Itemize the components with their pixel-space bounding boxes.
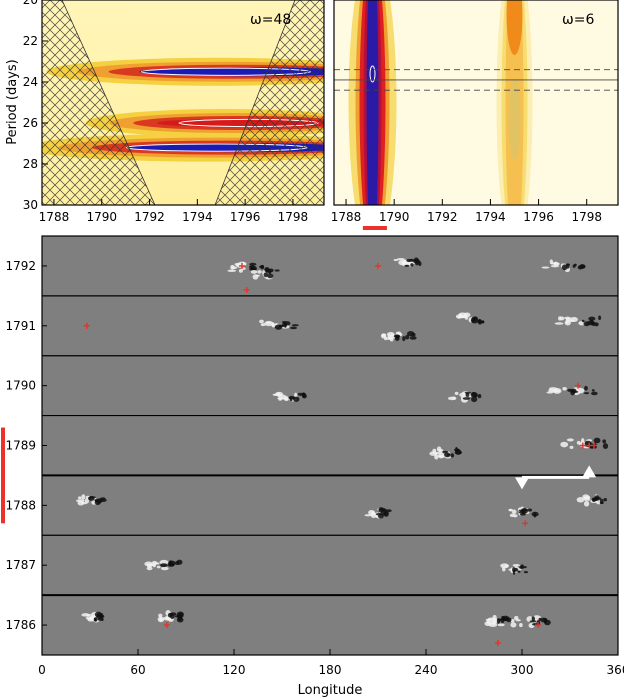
lon-tick-label: 360 <box>607 663 624 677</box>
active-region <box>380 331 417 342</box>
active-regions <box>75 257 609 629</box>
year-label: 1791 <box>5 319 36 333</box>
x-tick-label: 1792 <box>134 210 165 224</box>
active-region <box>272 391 307 402</box>
year-label: 1786 <box>5 618 36 632</box>
active-region <box>81 611 105 623</box>
red-marker <box>522 520 529 527</box>
y-tick-label: 22 <box>23 34 38 48</box>
active-region <box>546 385 598 396</box>
longitude-axis: 0 60 120 180 240 300 360 <box>38 649 624 677</box>
power-column <box>496 0 533 205</box>
year-labels: 1792 1791 1790 1789 1788 1787 1786 <box>5 259 47 632</box>
magnetogram-background <box>42 236 618 655</box>
y-tick-label: 20 <box>23 0 38 7</box>
y-tick-label: 26 <box>23 116 38 130</box>
x-tick-label: 1798 <box>278 210 309 224</box>
year-label: 1790 <box>5 379 36 393</box>
x-axis-title: Longitude <box>298 683 363 698</box>
active-region <box>75 494 107 506</box>
active-region <box>157 609 184 623</box>
right-omega-label: ω=6 <box>562 12 594 28</box>
red-marker <box>243 286 250 293</box>
lon-tick-label: 60 <box>130 663 145 677</box>
left-highlight-bar <box>1 427 5 524</box>
red-marker <box>535 622 541 629</box>
magnetogram-panel: 1792 1791 1790 1789 1788 1787 1786 0 60 120 180 24… <box>1 235 624 698</box>
left-panel-frame <box>41 0 325 206</box>
x-tick-label: 1788 <box>39 210 70 224</box>
lon-tick-label: 240 <box>415 663 438 677</box>
active-region <box>429 446 463 460</box>
x-tick-label: 1790 <box>379 210 410 224</box>
cone-of-influence <box>42 0 324 205</box>
y-tick-label: 24 <box>23 75 38 89</box>
right-highlight-bar <box>362 226 387 230</box>
active-region <box>510 615 551 629</box>
year-label: 1787 <box>5 558 36 572</box>
red-marker <box>83 322 90 329</box>
year-label: 1792 <box>5 259 36 273</box>
y-tick-label: 28 <box>23 157 38 171</box>
arrow-head-down <box>515 477 529 490</box>
left-omega-label: ω=48 <box>250 12 291 28</box>
arrow-head-up <box>582 465 597 478</box>
y-tick-label: 30 <box>23 198 38 212</box>
active-region <box>576 494 607 507</box>
active-region <box>250 266 280 280</box>
active-region <box>455 312 485 325</box>
right-panel-frame <box>333 0 619 206</box>
x-tick-label: 1792 <box>427 210 458 224</box>
year-label: 1788 <box>5 498 36 512</box>
active-region <box>500 563 529 575</box>
active-region <box>508 506 539 518</box>
red-marker <box>375 262 381 269</box>
year-label: 1789 <box>5 439 36 453</box>
active-region <box>364 507 392 519</box>
arrow-annotation <box>515 465 597 490</box>
year-strip-dividers <box>42 295 618 597</box>
x-tick-label: 1796 <box>230 210 261 224</box>
active-region <box>393 257 422 267</box>
right-x-axis: 1788 1790 1792 1794 1796 1798 <box>331 199 602 224</box>
right-power-columns <box>348 0 533 205</box>
lon-tick-label: 0 <box>38 663 46 677</box>
red-marker <box>163 622 170 629</box>
red-marker <box>579 442 586 449</box>
left-y-axis: 20 22 24 26 28 30 <box>23 0 48 212</box>
red-marker <box>591 442 597 449</box>
active-region <box>541 259 586 273</box>
red-marker <box>575 382 581 389</box>
y-axis-title: Period (days) <box>5 59 20 145</box>
x-tick-label: 1794 <box>475 210 506 224</box>
x-tick-label: 1794 <box>182 210 213 224</box>
active-region <box>259 319 299 330</box>
lon-tick-label: 180 <box>319 663 342 677</box>
lon-tick-label: 300 <box>511 663 534 677</box>
power-band <box>46 57 324 86</box>
x-tick-label: 1796 <box>523 210 554 224</box>
left-x-axis: 1788 1790 1792 1794 1796 1798 <box>39 199 309 224</box>
active-region <box>484 614 512 628</box>
power-column <box>348 0 397 205</box>
x-tick-label: 1798 <box>571 210 602 224</box>
red-marker <box>239 262 245 269</box>
wavelet-panel-right: ω=6 1788 1790 1792 1794 1796 1798 <box>331 0 619 230</box>
x-tick-label: 1790 <box>86 210 117 224</box>
lon-tick-label: 120 <box>223 663 246 677</box>
x-tick-label: 1788 <box>331 210 362 224</box>
right-reference-lines <box>334 69 618 91</box>
red-markers <box>83 262 597 647</box>
active-region <box>144 559 183 571</box>
active-region <box>554 315 602 327</box>
active-region <box>447 391 482 403</box>
red-marker <box>495 640 501 647</box>
